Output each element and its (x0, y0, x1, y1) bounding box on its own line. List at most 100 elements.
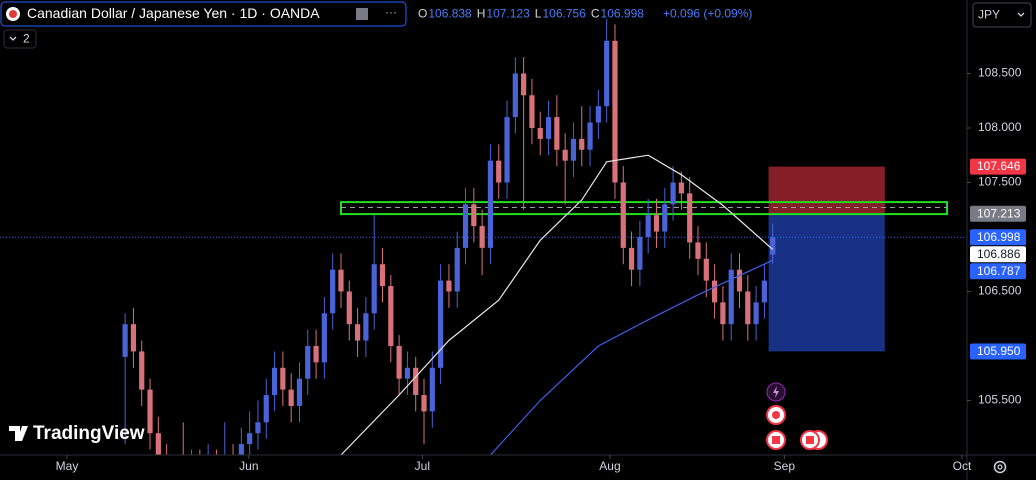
candle-body (379, 264, 386, 287)
y-tick-label: 108.000 (978, 120, 1022, 134)
candle-body (521, 73, 527, 96)
candle-body (305, 345, 311, 379)
legend-header[interactable]: Canadian Dollar / Japanese Yen · 1D · OA… (0, 1, 407, 27)
candle-body (479, 226, 485, 248)
candle-body (620, 182, 626, 248)
currency-label: JPY (978, 8, 1000, 22)
candle-body (745, 291, 751, 325)
candle-body (396, 345, 402, 379)
candle-body (761, 280, 768, 303)
ohlc-key: H (477, 7, 486, 21)
candle-body (338, 269, 344, 292)
candle-body (139, 351, 145, 390)
event-icon-inner (772, 436, 780, 444)
price-tag (970, 205, 1026, 222)
price-tag (970, 229, 1026, 246)
change: +0.096 (+0.09%) (663, 7, 752, 21)
event-icon-bolt (773, 386, 779, 398)
candle-body (529, 95, 535, 128)
ohlc-key: C (591, 7, 600, 21)
candle-body (288, 389, 294, 406)
candle-body (753, 302, 759, 325)
chevron (1017, 12, 1025, 17)
candle-body (263, 395, 269, 423)
candle-body (462, 204, 469, 248)
more-icon[interactable]: ··· (385, 5, 397, 19)
price-tag-label: 106.787 (977, 264, 1021, 278)
moving-average (489, 259, 773, 455)
candle-body (670, 182, 676, 205)
candle-body (496, 160, 502, 183)
candle-body (587, 122, 593, 150)
candle-body (122, 324, 128, 357)
candle-body (720, 302, 726, 325)
price-tag (970, 263, 1026, 280)
candle-body (687, 193, 693, 243)
y-tick-label: 105.500 (978, 393, 1022, 407)
candle-body (645, 215, 651, 237)
price-tag-label: 105.950 (977, 344, 1021, 358)
y-tick-label: 108.500 (978, 66, 1022, 80)
candle-body (728, 269, 734, 325)
candle-body (471, 204, 477, 227)
candle-body (330, 269, 336, 314)
candle-body (280, 367, 286, 390)
candle-body (487, 160, 494, 248)
candle-body (446, 280, 452, 292)
logo-mark (9, 426, 28, 441)
symbol-icon-inner (9, 10, 17, 18)
candle-body (271, 367, 278, 396)
event-icon-inner (772, 411, 780, 419)
flag-icon[interactable] (356, 8, 368, 20)
candle-body (147, 389, 153, 434)
settings-button[interactable] (993, 460, 1007, 474)
candle-body (354, 324, 361, 341)
candle-body (504, 117, 510, 183)
support-zone (339, 201, 949, 216)
ohlc-value: 106.756 (542, 7, 586, 21)
candle-body (429, 367, 435, 412)
price-tag (970, 246, 1026, 263)
candle-body (570, 138, 577, 161)
events[interactable] (766, 382, 828, 450)
watermark: TradingView (9, 423, 145, 444)
price-tag (970, 343, 1026, 360)
target-zone (768, 166, 885, 214)
candle-body (313, 345, 319, 363)
event-icon-inner (806, 436, 814, 444)
indicators-toggle[interactable]: 2 (3, 29, 37, 49)
candle-body (579, 138, 585, 150)
candle-body (736, 269, 743, 292)
candle-body (363, 313, 369, 341)
candle-body (155, 433, 161, 455)
x-tick-label: Jul (415, 459, 430, 473)
moving-average (340, 154, 774, 455)
candle-body (255, 422, 261, 434)
y-tick-label: 106.500 (978, 284, 1022, 298)
candle-body (770, 237, 776, 255)
candle-body (296, 378, 303, 406)
x-tick-label: Jun (239, 459, 258, 473)
candle-body (662, 204, 668, 232)
currency-button[interactable]: JPY (972, 2, 1032, 28)
candle-body (637, 236, 643, 270)
x-tick-label: Sep (774, 459, 796, 473)
candle-body (454, 247, 460, 292)
logo-text: TradingView (33, 423, 145, 444)
candle-body (247, 433, 253, 445)
y-tick-label: 107.500 (978, 175, 1022, 189)
ohlc-value: 107.123 (486, 7, 530, 21)
symbol-title: Canadian Dollar / Japanese Yen · 1D · OA… (27, 5, 320, 21)
candle-body (703, 258, 709, 281)
candle-body (421, 395, 427, 412)
candle-body (438, 280, 444, 368)
axes: 105.500 106.500 107.500 108.000 108.500 May Ju… (56, 66, 1026, 473)
stop-zone (768, 213, 885, 352)
candle-body (595, 106, 601, 123)
gear (993, 460, 1007, 474)
candle-body (238, 444, 244, 455)
x-tick-label: Aug (599, 459, 620, 473)
ohlc-key: O (418, 7, 427, 21)
candle-body (545, 117, 552, 139)
plot-area (0, 18, 967, 455)
